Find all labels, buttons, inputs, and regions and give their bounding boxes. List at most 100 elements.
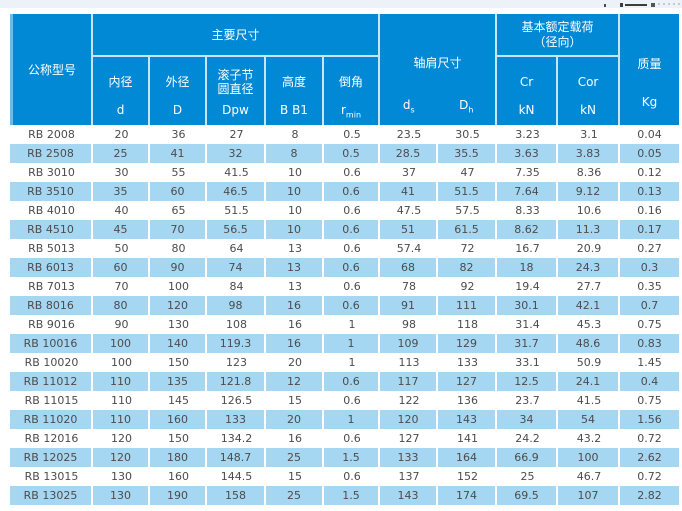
cell-height-B: 20 [266,353,324,372]
cell-chamfer-rmin: 0.6 [324,258,381,277]
table-row: RB 6013 60 90 74 13 0.6 68 82 18 24.3 0.… [10,258,680,277]
cell-outer-D: 160 [150,467,207,486]
cell-bore-d: 100 [93,334,150,353]
cell-pitch-Dpw: 121.8 [207,372,266,391]
cell-load-Cr: 16.7 [497,239,559,258]
cr-unit: kN [518,103,535,117]
cell-load-Cr: 31.4 [497,315,559,334]
table-row: RB 3010 30 55 41.5 10 0.6 37 47 7.35 8.3… [10,163,680,182]
cell-pitch-Dpw: 108 [207,315,266,334]
table-row: RB 7013 70 100 84 13 0.6 78 92 19.4 27.7… [10,277,680,296]
cell-model: RB 11015 [10,391,93,410]
cell-pitch-Dpw: 133 [207,410,266,429]
cell-load-Cr: 12.5 [497,372,559,391]
cell-height-B: 8 [266,144,324,163]
cell-shoulder-ds: 28.5 [380,144,439,163]
cell-chamfer-rmin: 0.6 [324,277,381,296]
cell-shoulder-ds: 37 [380,163,439,182]
cell-height-B: 13 [266,239,324,258]
cell-shoulder-ds: 78 [380,277,439,296]
cell-outer-D: 145 [150,391,207,410]
cell-model: RB 8016 [10,296,93,315]
cell-shoulder-Dh: 82 [438,258,498,277]
cell-pitch-Dpw: 46.5 [207,182,266,201]
cell-mass-Kg: 0.7 [620,296,680,315]
artifact-mark [651,3,655,7]
cell-shoulder-Dh: 152 [438,467,498,486]
table-row: RB 11012 110 135 121.8 12 0.6 117 127 12… [10,372,680,391]
cell-load-Cr: 3.63 [497,144,559,163]
table-row: RB 10016 100 140 119.3 16 1 109 129 31.7… [10,334,680,353]
cell-outer-D: 41 [150,144,207,163]
table-row: RB 11020 110 160 133 20 1 120 143 34 54 … [10,410,680,429]
cell-model: RB 10016 [10,334,93,353]
chamfer-base: r [340,103,346,117]
cell-mass-Kg: 0.4 [620,372,680,391]
cell-load-Cor: 107 [558,486,621,505]
cell-mass-Kg: 0.83 [620,334,680,353]
cell-load-Cor: 100 [558,448,621,467]
cell-chamfer-rmin: 0.6 [324,391,381,410]
cell-outer-D: 36 [150,125,207,144]
cell-load-Cor: 11.3 [558,220,621,239]
cell-model: RB 3510 [10,182,93,201]
table-header: 公称型号 主要尺寸 轴肩尺寸 ds Dh 基本额定载荷 （径向） 质量 [10,14,680,125]
cell-bore-d: 60 [93,258,150,277]
cell-bore-d: 90 [93,315,150,334]
cell-load-Cr: 7.64 [497,182,559,201]
cell-pitch-Dpw: 27 [207,125,266,144]
cell-load-Cor: 8.36 [558,163,621,182]
cell-load-Cr: 30.1 [497,296,559,315]
cell-shoulder-ds: 47.5 [380,201,439,220]
cell-mass-Kg: 0.12 [620,163,680,182]
cell-outer-D: 150 [150,429,207,448]
cell-load-Cr: 33.1 [497,353,559,372]
column-group-rated-load: 基本额定载荷 （径向） [497,14,621,57]
cell-model: RB 2008 [10,125,93,144]
cell-pitch-Dpw: 64 [207,239,266,258]
load-group-line1: 基本额定载荷 [521,19,594,34]
chamfer-sub: min [345,110,362,120]
cell-shoulder-Dh: 133 [438,353,498,372]
cell-model: RB 7013 [10,277,93,296]
cell-load-Cor: 20.9 [558,239,621,258]
cell-shoulder-ds: 57.4 [380,239,439,258]
cell-chamfer-rmin: 0.5 [324,144,381,163]
artifact-dash [625,4,647,6]
bore-symbol: d [116,103,125,117]
cropped-ui-artifact [598,1,680,8]
cell-chamfer-rmin: 0.6 [324,201,381,220]
cell-load-Cr: 18 [497,258,559,277]
cell-load-Cr: 34 [497,410,559,429]
cell-shoulder-Dh: 92 [438,277,498,296]
column-header-outer: 外径 D [150,57,207,125]
cell-shoulder-Dh: 30.5 [438,125,498,144]
cell-outer-D: 55 [150,163,207,182]
top-strip [0,0,682,8]
cell-mass-Kg: 0.13 [620,182,680,201]
cell-height-B: 16 [266,296,324,315]
cell-chamfer-rmin: 0.6 [324,296,381,315]
cell-height-B: 20 [266,410,324,429]
height-symbol: B B1 [280,103,308,117]
column-header-mass: 质量 Kg [620,14,680,125]
cell-outer-D: 100 [150,277,207,296]
cell-load-Cr: 7.35 [497,163,559,182]
column-symbol-ds: ds [380,98,438,124]
cell-model: RB 9016 [10,315,93,334]
cell-outer-D: 80 [150,239,207,258]
cor-unit: kN [580,103,596,117]
cell-shoulder-Dh: 47 [438,163,498,182]
cell-load-Cor: 50.9 [558,353,621,372]
cell-shoulder-Dh: 136 [438,391,498,410]
cell-model: RB 10020 [10,353,93,372]
cell-shoulder-ds: 133 [380,448,439,467]
cell-pitch-Dpw: 51.5 [207,201,266,220]
cell-pitch-Dpw: 74 [207,258,266,277]
column-header-cor: Cor kN [558,57,621,125]
bearing-spec-table: 公称型号 主要尺寸 轴肩尺寸 ds Dh 基本额定载荷 （径向） 质量 [10,14,680,505]
cell-mass-Kg: 0.72 [620,429,680,448]
cell-height-B: 12 [266,372,324,391]
cell-bore-d: 45 [93,220,150,239]
table-row: RB 9016 90 130 108 16 1 98 118 31.4 45.3… [10,315,680,334]
